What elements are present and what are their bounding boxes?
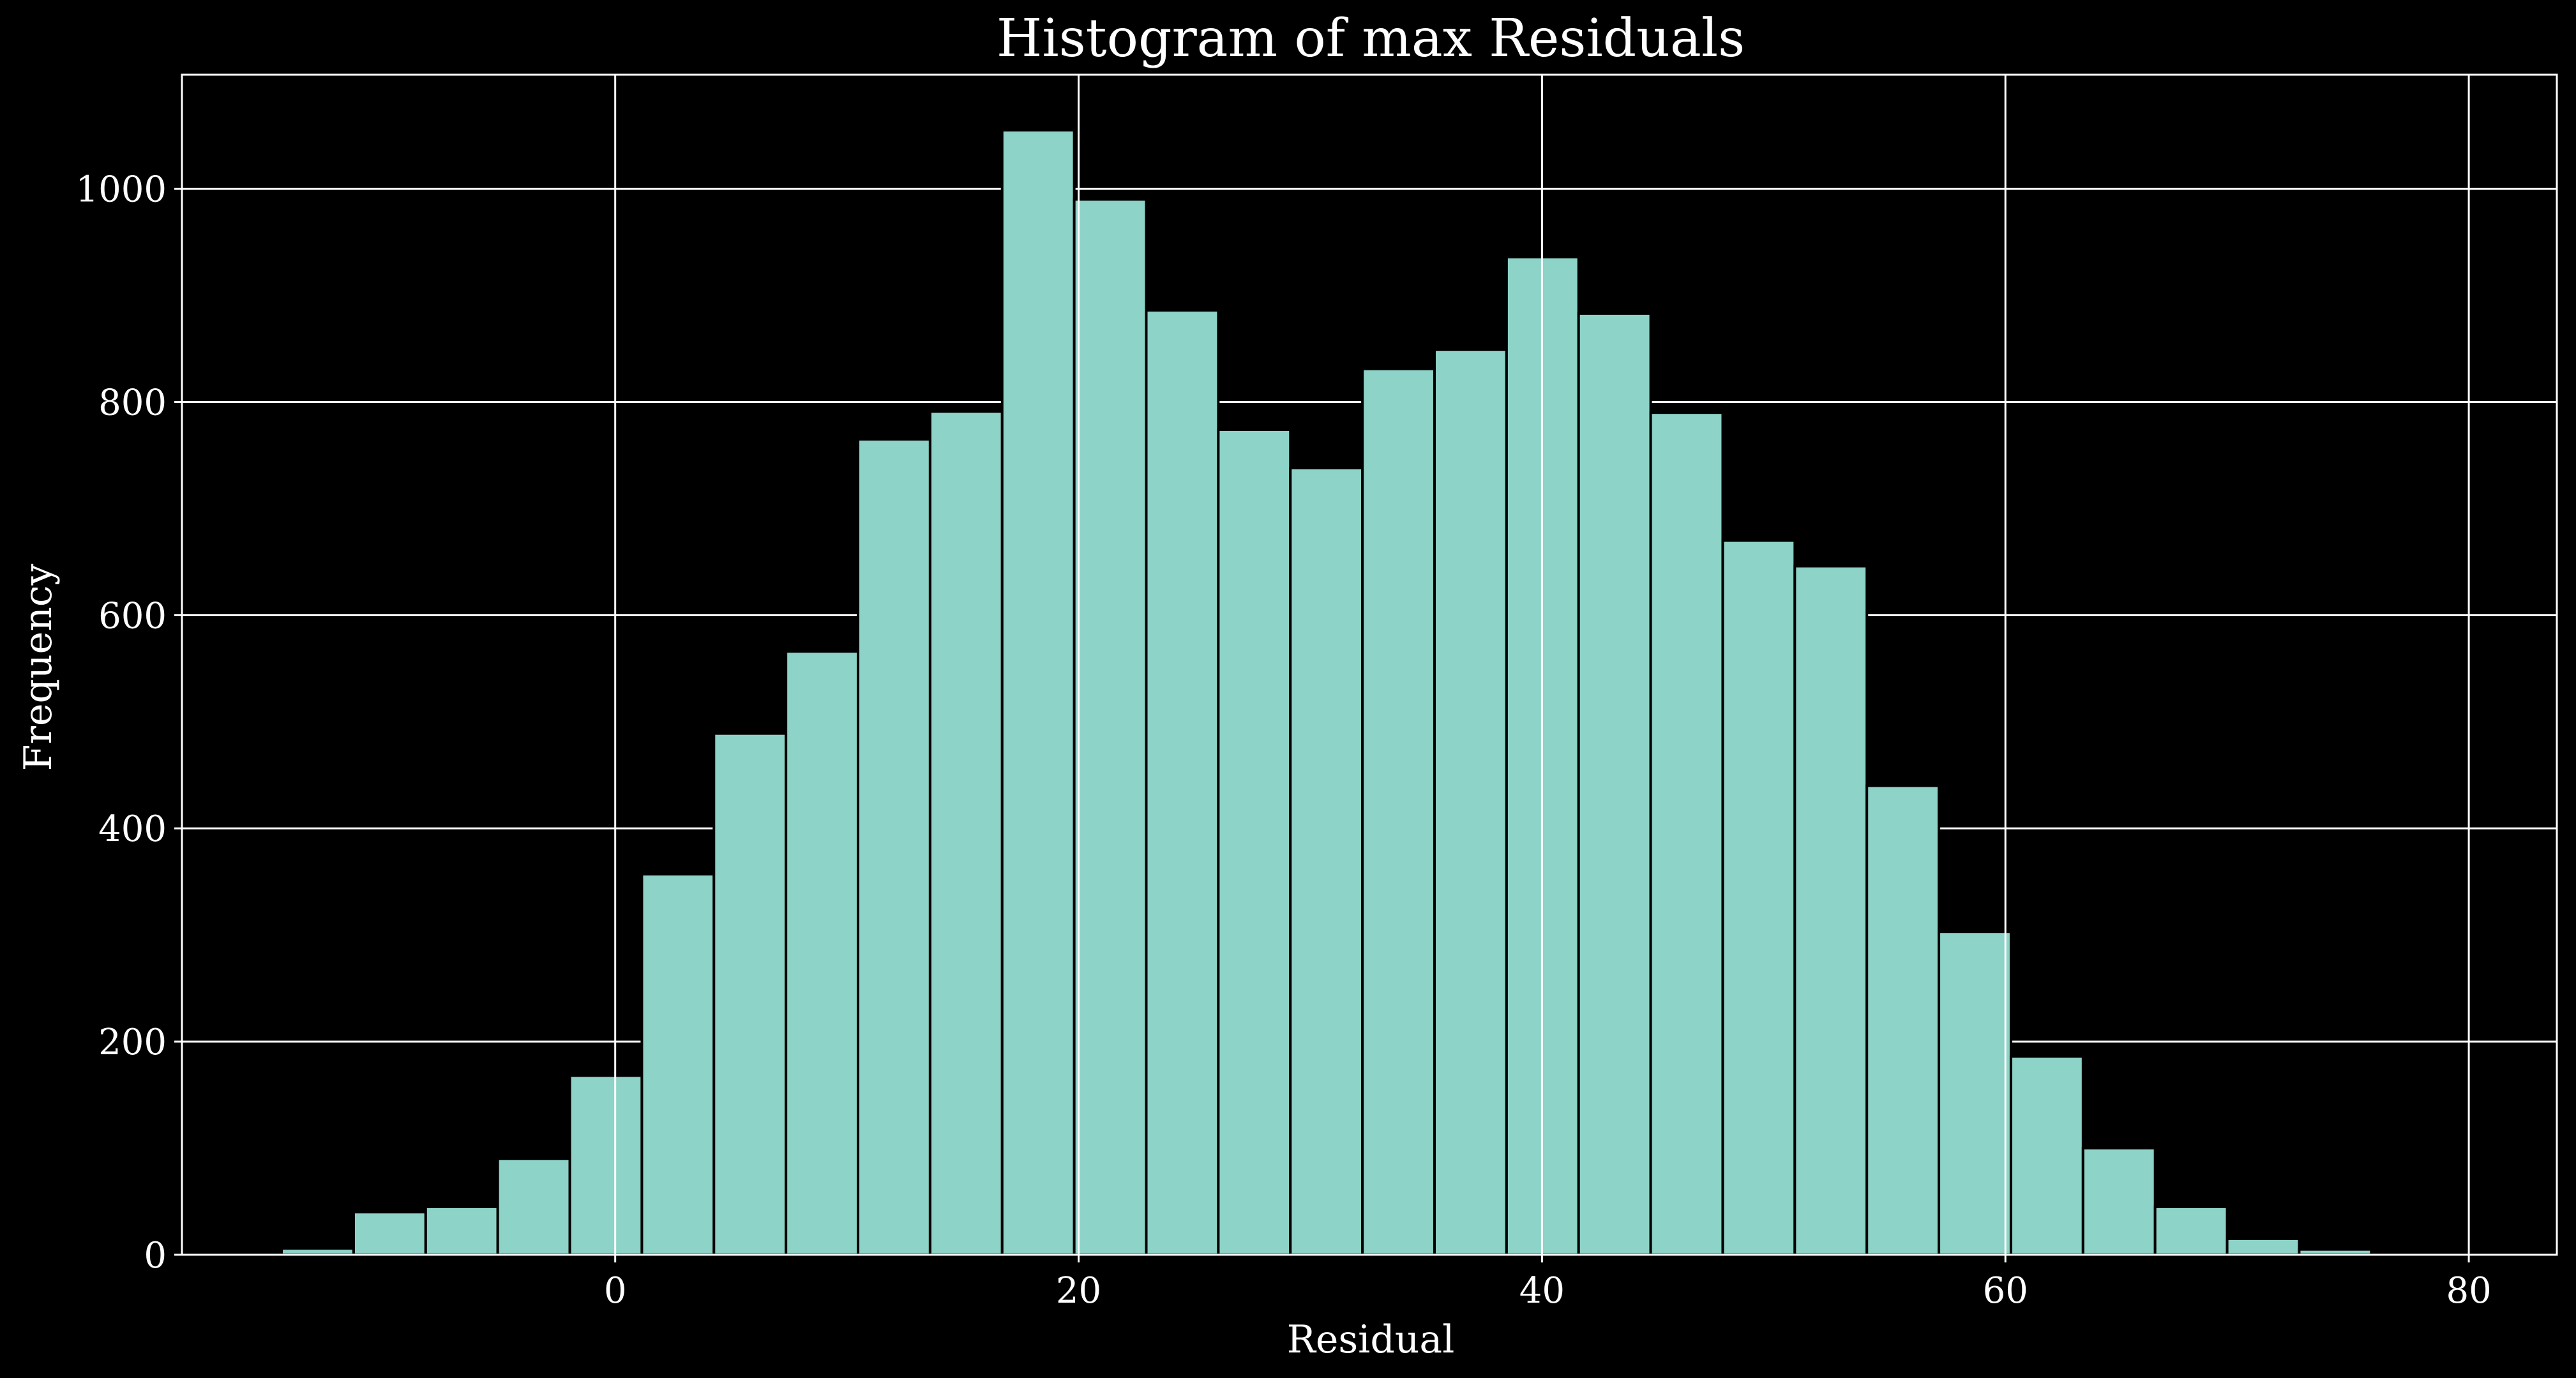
plot-frame xyxy=(181,73,2558,1256)
y-tick-label: 400 xyxy=(98,808,167,850)
x-tick-label: 20 xyxy=(1056,1270,1101,1312)
histogram-bar xyxy=(2081,1147,2157,1257)
x-tick-label: 60 xyxy=(1983,1270,2028,1312)
histogram-bar xyxy=(2226,1237,2301,1257)
histogram-bar xyxy=(2009,1055,2084,1257)
x-axis-label: Residual xyxy=(1287,1317,1455,1362)
histogram-bar xyxy=(1361,367,1436,1257)
histogram-bar xyxy=(424,1205,499,1256)
histogram-bar xyxy=(1938,930,2012,1256)
histogram-bar xyxy=(1721,539,1796,1257)
histogram-bar xyxy=(1577,312,1652,1256)
histogram-bar xyxy=(640,873,716,1256)
histogram-bar xyxy=(1649,411,1724,1256)
x-tick-label: 80 xyxy=(2446,1270,2491,1312)
y-tick-label: 800 xyxy=(98,382,167,423)
y-tick-label: 1000 xyxy=(75,169,167,211)
histogram-bar xyxy=(857,437,931,1256)
histogram-bar xyxy=(568,1074,644,1256)
y-tick-label: 600 xyxy=(98,595,167,637)
histogram-bar xyxy=(712,732,788,1256)
x-tick-label: 40 xyxy=(1519,1270,1565,1312)
x-tick-label: 0 xyxy=(604,1270,627,1312)
y-tick-label: 200 xyxy=(98,1022,167,1063)
histogram-bar xyxy=(1217,428,1292,1256)
y-tick-label: 0 xyxy=(144,1235,167,1276)
histogram-bar xyxy=(928,410,1004,1256)
histogram-bars xyxy=(280,75,2470,1257)
histogram-bar xyxy=(1793,564,1869,1256)
histogram-bar xyxy=(785,650,860,1256)
histogram-bar xyxy=(1289,467,1364,1256)
histogram-bar xyxy=(1433,348,1508,1256)
histogram-bar xyxy=(1865,784,1941,1256)
histogram-bar xyxy=(1000,128,1076,1256)
histogram-bar xyxy=(352,1211,427,1257)
chart-title: Histogram of max Residuals xyxy=(997,8,1745,69)
histogram-bar xyxy=(280,1246,355,1257)
histogram-bar xyxy=(1073,198,1148,1257)
y-axis-label: Frequency xyxy=(16,564,61,771)
histogram-bar xyxy=(1145,308,1220,1256)
histogram-bar xyxy=(2153,1205,2229,1256)
histogram-bar xyxy=(496,1157,571,1256)
